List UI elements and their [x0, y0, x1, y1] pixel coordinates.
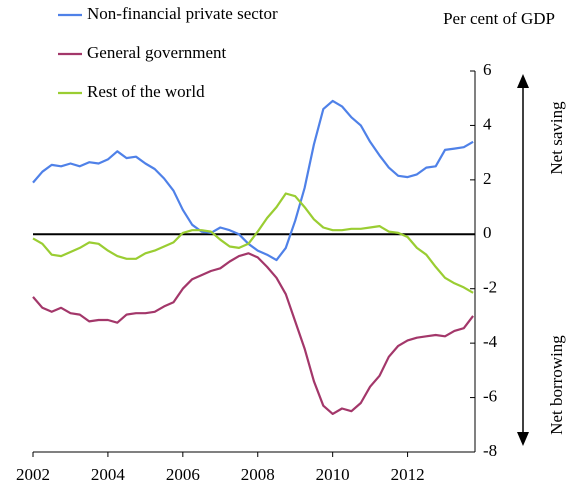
legend-label: Rest of the world — [87, 82, 205, 101]
annotation: Net borrowing — [547, 335, 566, 435]
y-tick-label: 2 — [483, 169, 492, 188]
y-tick-label: 0 — [483, 223, 492, 242]
unit-label: Per cent of GDP — [443, 9, 555, 28]
arrow-head-down — [517, 432, 529, 446]
x-tick-label: 2004 — [91, 465, 126, 484]
y-tick-label: 6 — [483, 60, 492, 79]
x-tick-label: 2006 — [166, 465, 200, 484]
y-tick-label: -8 — [483, 441, 497, 460]
x-tick-label: 2012 — [391, 465, 425, 484]
y-tick-label: -2 — [483, 278, 497, 297]
y-tick-label: -4 — [483, 332, 498, 351]
series-line — [32, 99, 474, 262]
series-line — [32, 192, 474, 294]
legend-label: General government — [87, 43, 227, 62]
legend-label: Non-financial private sector — [87, 4, 278, 23]
x-tick-label: 2010 — [316, 465, 350, 484]
x-tick-label: 2008 — [241, 465, 275, 484]
annotation: Net saving — [547, 101, 566, 175]
y-tick-label: -6 — [483, 386, 497, 405]
x-tick-label: 2002 — [16, 465, 50, 484]
y-tick-label: 4 — [483, 114, 492, 133]
series-line — [32, 252, 474, 415]
arrow-head-up — [517, 74, 529, 88]
